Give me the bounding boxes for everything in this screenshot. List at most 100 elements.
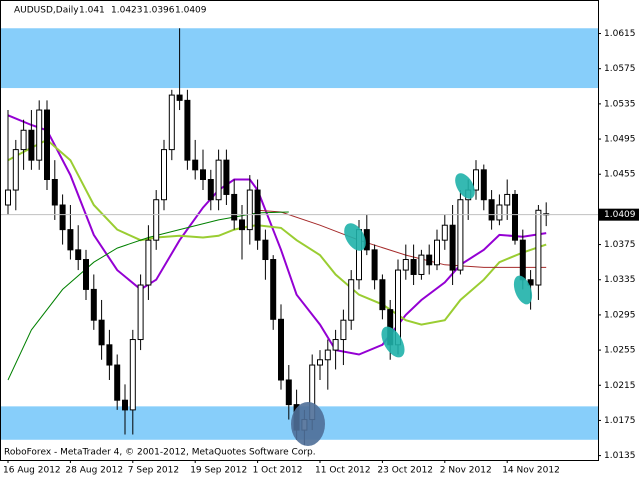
x-tick-label: 28 Aug 2012 <box>65 466 123 476</box>
x-tick-label: 16 Aug 2012 <box>3 466 61 476</box>
header-close: 1.0409 <box>175 6 207 16</box>
candle-body <box>285 379 292 406</box>
candle-body <box>36 109 43 161</box>
candle-body <box>51 179 58 206</box>
candle-body <box>535 209 542 286</box>
highlight <box>381 326 405 358</box>
highlight <box>344 223 366 251</box>
y-tick-label: 1.0375 <box>604 240 636 250</box>
annotations <box>291 173 533 446</box>
candle-body <box>449 224 456 271</box>
candle-body <box>44 109 50 180</box>
y-tick-label: 1.0295 <box>604 310 636 320</box>
y-tick-label: 1.0455 <box>604 170 636 180</box>
candle-body <box>137 284 144 341</box>
y-tick-label: 1.0135 <box>604 451 636 461</box>
candle-body <box>5 189 11 206</box>
x-tick-label: 2 Nov 2012 <box>440 466 492 476</box>
candle-body <box>161 149 167 201</box>
candle-body <box>434 239 440 266</box>
y-tick-label: 1.0335 <box>604 275 636 285</box>
candle-body <box>200 169 206 181</box>
candle-body <box>153 199 160 241</box>
candle-body <box>340 319 347 341</box>
header-open: 1.041 <box>79 6 105 16</box>
candle-body <box>270 259 277 320</box>
candle-body <box>278 318 284 381</box>
candle-body <box>348 279 355 321</box>
candle-body <box>418 254 425 275</box>
bid-label-box <box>599 208 639 221</box>
candle-body <box>67 229 74 251</box>
candle-body <box>75 249 82 261</box>
candle-body <box>473 169 479 191</box>
moving-average <box>7 114 547 356</box>
x-tick-label: 23 Oct 2012 <box>377 466 433 476</box>
y-tick-label: 1.0215 <box>604 381 636 391</box>
candle-body <box>192 159 199 171</box>
candle-body <box>223 159 230 195</box>
x-tick-label: 14 Nov 2012 <box>502 466 560 476</box>
x-tick-label: 19 Sep 2012 <box>190 466 247 476</box>
candle-body <box>519 239 526 281</box>
candle-body <box>129 339 136 411</box>
candle-body <box>12 149 19 191</box>
candle-body <box>239 219 245 231</box>
highlight <box>455 173 475 199</box>
candle-body <box>480 169 487 201</box>
candle-body <box>332 339 339 351</box>
highlight <box>291 402 325 446</box>
x-tick-label: 11 Oct 2012 <box>315 466 371 476</box>
candle-body <box>184 99 191 161</box>
candle-body <box>496 204 503 221</box>
footer: RoboForex - MetaTrader 4, © 2001-2012, M… <box>4 448 316 458</box>
indicator-lines <box>7 114 547 381</box>
y-tick-label: 1.0615 <box>604 29 636 39</box>
candle-body <box>426 254 433 266</box>
candle-body <box>59 204 66 231</box>
candle-body <box>231 193 238 221</box>
candle-body <box>28 129 35 161</box>
header-high: 1.0423 <box>111 6 143 16</box>
candle-body <box>371 249 378 281</box>
candle-body <box>20 129 27 151</box>
candle-body <box>379 279 386 311</box>
zone <box>1 28 598 89</box>
candle-body <box>176 94 183 101</box>
y-tick-label: 1.0495 <box>604 135 636 145</box>
candles <box>5 28 550 446</box>
x-tick-label: 7 Sep 2012 <box>128 466 179 476</box>
bid-label: 1.0409 <box>604 210 636 220</box>
zones <box>1 28 598 440</box>
candle-body <box>488 199 495 221</box>
candle-body <box>215 159 222 201</box>
candle-body <box>90 288 97 321</box>
y-tick-label: 1.0575 <box>604 64 636 74</box>
candle-body <box>504 193 511 206</box>
candle-body <box>317 359 323 366</box>
candle-body <box>402 259 409 271</box>
header-low: 1.0396 <box>143 6 175 16</box>
plot-frame <box>0 0 599 461</box>
candle-body <box>410 259 417 275</box>
x-tick-label: 1 Oct 2012 <box>253 466 303 476</box>
candle-body <box>207 179 214 201</box>
chart-title: AUDUSD,Daily <box>14 6 79 16</box>
candle-body <box>262 239 269 261</box>
candle-body <box>145 239 152 286</box>
highlight <box>513 275 533 305</box>
moving-average <box>7 211 289 381</box>
y-tick-label: 1.0175 <box>604 416 636 426</box>
candle-body <box>122 399 128 411</box>
moving-average <box>7 138 547 326</box>
candle-body <box>457 199 464 271</box>
y-tick-label: 1.0255 <box>604 346 636 356</box>
candle-body <box>106 344 113 366</box>
candle-body <box>83 259 89 290</box>
candle-body <box>324 349 331 361</box>
moving-average <box>257 209 547 268</box>
candle-body <box>114 364 121 401</box>
candle-body <box>512 193 518 241</box>
candle-body <box>168 94 175 151</box>
